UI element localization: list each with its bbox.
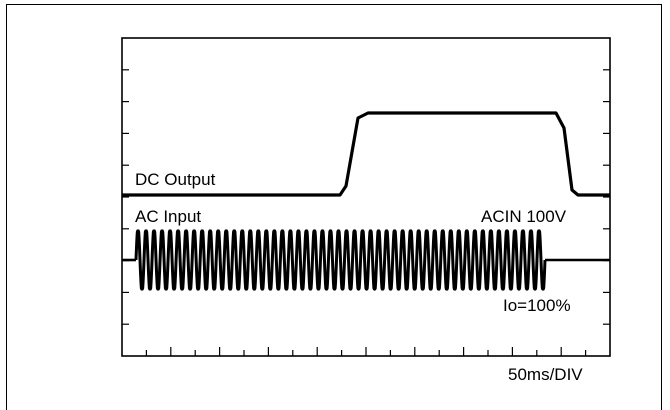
ac-input-trace bbox=[134, 229, 547, 291]
dc-output-label: DC Output bbox=[135, 170, 216, 189]
dc-output-trace bbox=[122, 111, 610, 197]
acin-voltage-label: ACIN 100V bbox=[481, 207, 567, 226]
figure-frame bbox=[6, 4, 662, 410]
ac-input-label: AC Input bbox=[135, 207, 202, 226]
timebase-label: 50ms/DIV bbox=[508, 365, 583, 384]
tick-marks bbox=[122, 69, 610, 356]
output-current-label: Io=100% bbox=[503, 296, 571, 315]
